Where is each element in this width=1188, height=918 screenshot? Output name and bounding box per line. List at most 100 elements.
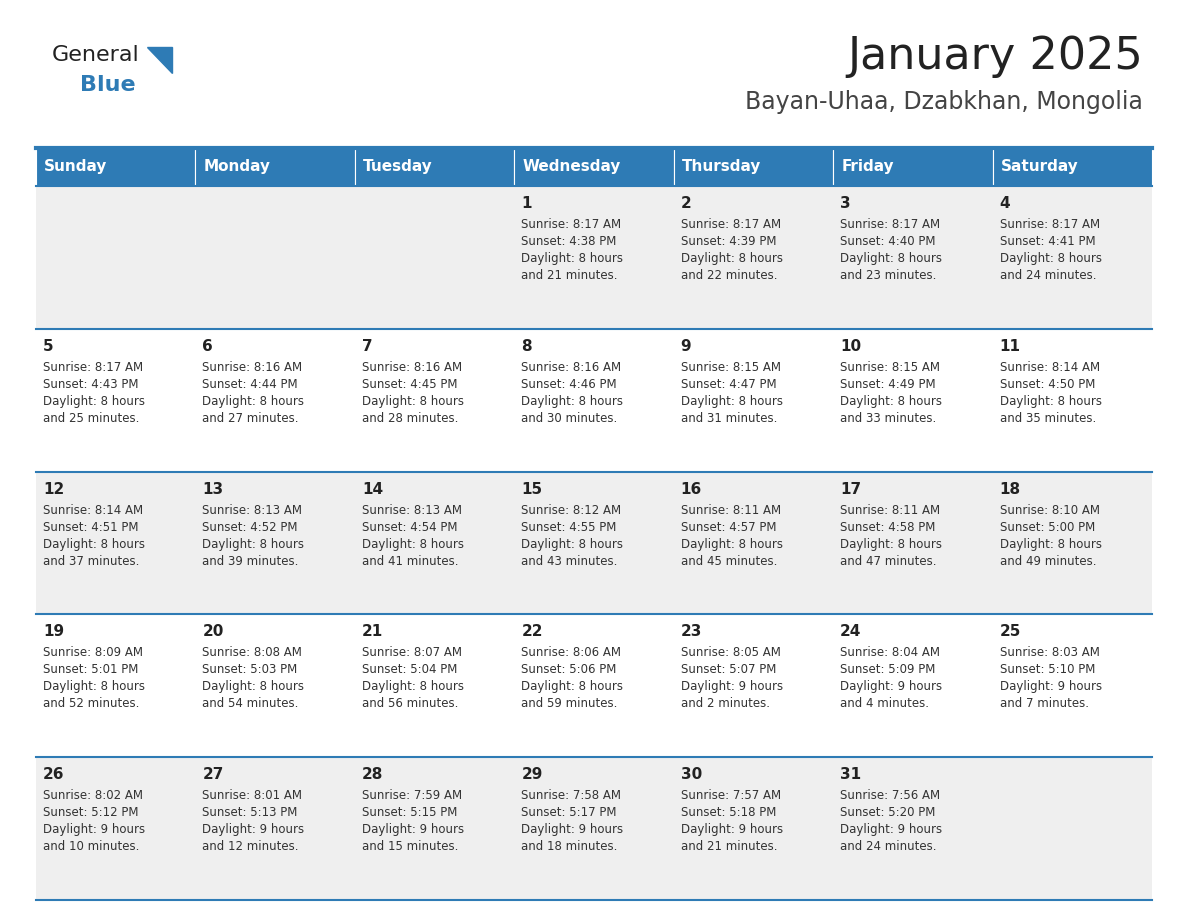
Text: Sunset: 5:15 PM: Sunset: 5:15 PM [362, 806, 457, 819]
Text: Daylight: 8 hours: Daylight: 8 hours [202, 680, 304, 693]
Text: 28: 28 [362, 767, 384, 782]
Text: Sunset: 4:49 PM: Sunset: 4:49 PM [840, 378, 936, 391]
Text: Sunrise: 8:09 AM: Sunrise: 8:09 AM [43, 646, 143, 659]
Text: Sunrise: 8:02 AM: Sunrise: 8:02 AM [43, 789, 143, 802]
Text: Sunrise: 8:12 AM: Sunrise: 8:12 AM [522, 504, 621, 517]
Text: and 28 minutes.: and 28 minutes. [362, 412, 459, 425]
Bar [36, 757, 196, 900]
Text: Friday: Friday [841, 160, 893, 174]
Text: Daylight: 8 hours: Daylight: 8 hours [202, 538, 304, 551]
Text: 23: 23 [681, 624, 702, 640]
Text: Sunrise: 7:59 AM: Sunrise: 7:59 AM [362, 789, 462, 802]
Bar [833, 148, 992, 186]
Text: Daylight: 9 hours: Daylight: 9 hours [43, 823, 145, 836]
Text: 14: 14 [362, 482, 383, 497]
Text: and 22 minutes.: and 22 minutes. [681, 269, 777, 282]
Bar [674, 186, 833, 329]
Bar [992, 472, 1152, 614]
Bar [992, 186, 1152, 329]
Bar [196, 472, 355, 614]
Text: Wednesday: Wednesday [523, 160, 620, 174]
Text: Sunrise: 8:15 AM: Sunrise: 8:15 AM [681, 361, 781, 374]
Text: Sunrise: 8:16 AM: Sunrise: 8:16 AM [362, 361, 462, 374]
Text: Daylight: 8 hours: Daylight: 8 hours [522, 252, 624, 265]
Text: Sunset: 4:40 PM: Sunset: 4:40 PM [840, 235, 936, 248]
Text: and 27 minutes.: and 27 minutes. [202, 412, 299, 425]
Text: and 7 minutes.: and 7 minutes. [999, 698, 1088, 711]
Text: 1: 1 [522, 196, 532, 211]
Text: 19: 19 [43, 624, 64, 640]
Text: Sunrise: 8:01 AM: Sunrise: 8:01 AM [202, 789, 303, 802]
Bar [355, 148, 514, 186]
Text: Daylight: 8 hours: Daylight: 8 hours [840, 538, 942, 551]
Text: Sunrise: 8:11 AM: Sunrise: 8:11 AM [681, 504, 781, 517]
Text: and 59 minutes.: and 59 minutes. [522, 698, 618, 711]
Text: Sunset: 5:17 PM: Sunset: 5:17 PM [522, 806, 617, 819]
Bar [36, 329, 196, 472]
Text: Sunset: 4:39 PM: Sunset: 4:39 PM [681, 235, 776, 248]
Bar [196, 186, 355, 329]
Text: Sunset: 4:41 PM: Sunset: 4:41 PM [999, 235, 1095, 248]
Text: 29: 29 [522, 767, 543, 782]
Text: Sunrise: 8:03 AM: Sunrise: 8:03 AM [999, 646, 1099, 659]
Text: 31: 31 [840, 767, 861, 782]
Text: 12: 12 [43, 482, 64, 497]
Text: Sunset: 5:20 PM: Sunset: 5:20 PM [840, 806, 935, 819]
Text: 25: 25 [999, 624, 1020, 640]
Bar [355, 757, 514, 900]
Text: Sunset: 4:38 PM: Sunset: 4:38 PM [522, 235, 617, 248]
Text: Sunset: 5:07 PM: Sunset: 5:07 PM [681, 664, 776, 677]
Text: Sunset: 4:50 PM: Sunset: 4:50 PM [999, 378, 1095, 391]
Text: Sunset: 4:51 PM: Sunset: 4:51 PM [43, 521, 139, 533]
Text: 22: 22 [522, 624, 543, 640]
Text: and 33 minutes.: and 33 minutes. [840, 412, 936, 425]
Text: Sunset: 5:12 PM: Sunset: 5:12 PM [43, 806, 139, 819]
Text: and 23 minutes.: and 23 minutes. [840, 269, 936, 282]
Text: Daylight: 9 hours: Daylight: 9 hours [522, 823, 624, 836]
Text: 7: 7 [362, 339, 373, 353]
Text: 2: 2 [681, 196, 691, 211]
Text: and 24 minutes.: and 24 minutes. [999, 269, 1097, 282]
Text: Thursday: Thursday [682, 160, 762, 174]
Bar [36, 148, 196, 186]
Text: 27: 27 [202, 767, 223, 782]
Text: Sunrise: 8:15 AM: Sunrise: 8:15 AM [840, 361, 940, 374]
Text: and 56 minutes.: and 56 minutes. [362, 698, 459, 711]
Text: Sunset: 4:45 PM: Sunset: 4:45 PM [362, 378, 457, 391]
Text: Daylight: 9 hours: Daylight: 9 hours [362, 823, 465, 836]
Bar [514, 329, 674, 472]
Text: 15: 15 [522, 482, 543, 497]
Text: Daylight: 8 hours: Daylight: 8 hours [681, 538, 783, 551]
Text: 5: 5 [43, 339, 53, 353]
Text: Sunrise: 8:17 AM: Sunrise: 8:17 AM [999, 218, 1100, 231]
Text: 16: 16 [681, 482, 702, 497]
Text: Daylight: 8 hours: Daylight: 8 hours [999, 538, 1101, 551]
Bar [355, 186, 514, 329]
Text: Sunset: 5:04 PM: Sunset: 5:04 PM [362, 664, 457, 677]
Text: Sunset: 5:10 PM: Sunset: 5:10 PM [999, 664, 1095, 677]
Bar [674, 614, 833, 757]
Bar [196, 614, 355, 757]
Bar [355, 614, 514, 757]
Text: 20: 20 [202, 624, 223, 640]
Text: Sunset: 4:52 PM: Sunset: 4:52 PM [202, 521, 298, 533]
Text: Sunrise: 8:08 AM: Sunrise: 8:08 AM [202, 646, 302, 659]
Text: January 2025: January 2025 [847, 35, 1143, 78]
Text: Daylight: 8 hours: Daylight: 8 hours [999, 252, 1101, 265]
Text: 17: 17 [840, 482, 861, 497]
Bar [196, 329, 355, 472]
Text: Sunrise: 8:14 AM: Sunrise: 8:14 AM [999, 361, 1100, 374]
Text: Sunrise: 8:17 AM: Sunrise: 8:17 AM [43, 361, 143, 374]
Bar [514, 757, 674, 900]
Text: and 31 minutes.: and 31 minutes. [681, 412, 777, 425]
Text: and 35 minutes.: and 35 minutes. [999, 412, 1095, 425]
Text: and 21 minutes.: and 21 minutes. [681, 840, 777, 853]
Text: Sunrise: 8:16 AM: Sunrise: 8:16 AM [202, 361, 303, 374]
Text: Sunset: 4:57 PM: Sunset: 4:57 PM [681, 521, 776, 533]
Bar [992, 614, 1152, 757]
Text: Daylight: 8 hours: Daylight: 8 hours [362, 538, 463, 551]
Text: and 25 minutes.: and 25 minutes. [43, 412, 139, 425]
Bar [355, 329, 514, 472]
Text: Daylight: 8 hours: Daylight: 8 hours [362, 680, 463, 693]
Text: Sunrise: 8:11 AM: Sunrise: 8:11 AM [840, 504, 940, 517]
